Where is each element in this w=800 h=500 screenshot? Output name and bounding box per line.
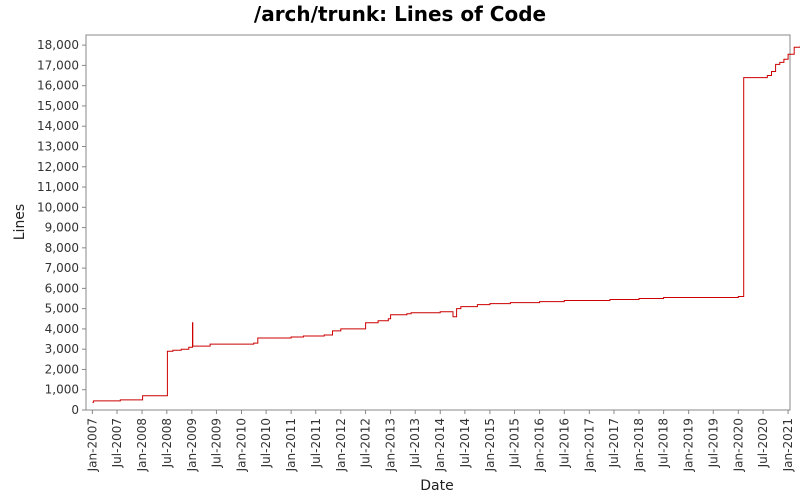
x-tick-label: Jan-2007 — [85, 418, 99, 472]
y-tick-label: 16,000 — [37, 79, 79, 93]
x-tick-label: Jul-2017 — [607, 418, 621, 468]
y-tick-label: 1,000 — [45, 383, 79, 397]
x-tick-label: Jan-2009 — [185, 418, 199, 472]
x-tick-label: Jan-2008 — [135, 418, 149, 472]
x-tick-label: Jan-2010 — [234, 418, 248, 472]
y-tick-label: 10,000 — [37, 200, 79, 214]
y-tick-label: 3,000 — [45, 342, 79, 356]
y-tick-label: 17,000 — [37, 58, 79, 72]
y-tick-label: 8,000 — [45, 241, 79, 255]
x-tick-label: Jul-2013 — [408, 418, 422, 468]
y-tick-label: 18,000 — [37, 38, 79, 52]
x-tick-label: Jul-2008 — [160, 418, 174, 468]
x-tick-label: Jan-2012 — [334, 418, 348, 472]
y-tick-label: 2,000 — [45, 362, 79, 376]
x-axis-label: Date — [420, 478, 453, 494]
x-axis: Jan-2007 Jul-2007 Jan-2008 Jul-2008 Jan-2009… — [85, 410, 795, 472]
x-tick-label: Jul-2009 — [209, 418, 223, 468]
x-tick-label: Jul-2014 — [458, 418, 472, 468]
x-tick-label: Jul-2020 — [756, 418, 770, 468]
plot-area — [85, 34, 791, 411]
x-tick-label: Jul-2015 — [508, 418, 522, 468]
x-tick-label: Jul-2018 — [657, 418, 671, 468]
x-tick-label: Jan-2011 — [284, 418, 298, 472]
x-tick-label: Jan-2019 — [682, 418, 696, 472]
y-tick-label: 4,000 — [45, 322, 79, 336]
x-tick-label: Jan-2015 — [483, 418, 497, 472]
series-layer — [92, 45, 800, 403]
x-tick-label: Jan-2014 — [433, 418, 447, 472]
x-tick-label: Jan-2017 — [582, 418, 596, 472]
x-tick-label: Jul-2011 — [309, 418, 323, 468]
x-tick-label: Jan-2016 — [533, 418, 547, 472]
y-tick-label: 15,000 — [37, 99, 79, 113]
y-axis-label: Lines — [12, 204, 28, 240]
y-tick-label: 6,000 — [45, 281, 79, 295]
x-tick-label: Jan-2018 — [632, 418, 646, 472]
y-axis: 0 1,000 2,000 3,000 4,000 5,000 6,000 7,000 8,00… — [37, 38, 86, 417]
x-tick-label: Jan-2013 — [384, 418, 398, 472]
chart-title: /arch/trunk: Lines of Code — [254, 2, 546, 26]
y-tick-label: 5,000 — [45, 302, 79, 316]
x-tick-label: Jan-2020 — [731, 418, 745, 472]
y-tick-label: 7,000 — [45, 261, 79, 275]
series-line-lines — [92, 45, 800, 403]
y-tick-label: 14,000 — [37, 119, 79, 133]
x-tick-label: Jul-2016 — [557, 418, 571, 468]
x-tick-label: Jul-2010 — [259, 418, 273, 468]
y-tick-label: 11,000 — [37, 180, 79, 194]
y-tick-label: 9,000 — [45, 221, 79, 235]
y-tick-label: 0 — [71, 403, 79, 417]
x-tick-label: Jul-2007 — [110, 418, 124, 468]
y-tick-label: 12,000 — [37, 160, 79, 174]
x-tick-label: Jul-2019 — [706, 418, 720, 468]
x-tick-label: Jan-2021 — [781, 418, 795, 472]
x-tick-label: Jul-2012 — [359, 418, 373, 468]
y-tick-label: 13,000 — [37, 139, 79, 153]
